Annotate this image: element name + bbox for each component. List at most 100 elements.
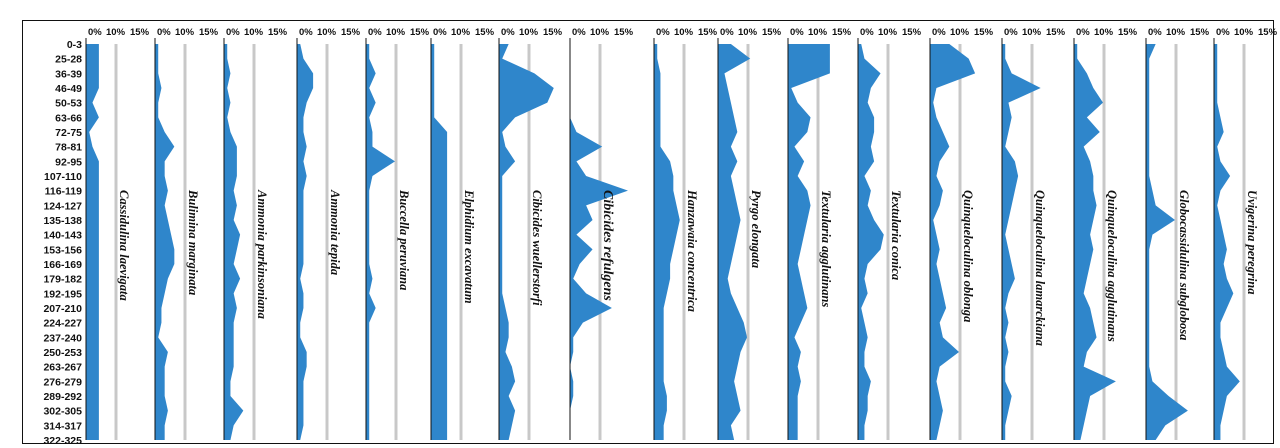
species-panel: 0% 10% 15% Elphidium excavatum [430, 27, 495, 440]
x-tick-label: 0% [860, 27, 874, 38]
abundance-area [570, 44, 628, 440]
x-tick-label: 15% [698, 27, 718, 38]
species-panel: 0% 10% 15% Textularia agglutinans [787, 27, 852, 440]
depth-label: 302-305 [43, 406, 82, 418]
x-tick-label: 15% [130, 27, 150, 38]
x-tick-label: 15% [974, 27, 994, 38]
x-tick-label: 15% [832, 27, 852, 38]
x-tick-label: 15% [1190, 27, 1210, 38]
x-tick-label: 15% [614, 27, 634, 38]
depth-label: 250-253 [43, 347, 82, 359]
species-label: Quinqueloculina oblonga [961, 190, 975, 322]
x-tick-label: 10% [317, 27, 337, 38]
x-tick-label: 0% [433, 27, 447, 38]
x-tick-label: 10% [1166, 27, 1186, 38]
abundance-area [366, 44, 395, 440]
x-tick-label: 10% [674, 27, 694, 38]
species-panel: 0% 10% 15% Cibicides wuellerstorfi [498, 27, 563, 440]
x-tick-label: 0% [157, 27, 171, 38]
abundance-area [155, 44, 175, 440]
x-tick-label: 15% [543, 27, 563, 38]
x-tick-label: 15% [475, 27, 495, 38]
x-tick-label: 0% [226, 27, 240, 38]
x-tick-label: 15% [268, 27, 288, 38]
x-tick-label: 15% [1118, 27, 1138, 38]
x-tick-label: 0% [501, 27, 515, 38]
abundance-area [1002, 44, 1041, 440]
x-tick-label: 10% [950, 27, 970, 38]
species-panel: 0% 10% 15% Pyrgo elongata [717, 27, 782, 440]
species-label: Textularia agglutinans [819, 190, 833, 307]
x-tick-label: 15% [1046, 27, 1066, 38]
x-tick-label: 10% [386, 27, 406, 38]
x-tick-label: 15% [199, 27, 219, 38]
depth-label: 314-317 [43, 420, 82, 432]
x-tick-label: 10% [738, 27, 758, 38]
x-tick-label: 15% [762, 27, 782, 38]
species-panel: 0% 10% 15% Quinqueloculina agglutinans [1073, 27, 1138, 440]
species-panel: 0% 10% 15% Ammonia tepida [296, 27, 361, 440]
x-tick-label: 10% [1094, 27, 1114, 38]
species-label: Bulimina marginata [186, 189, 200, 295]
x-tick-label: 10% [106, 27, 126, 38]
species-panel: 0% 10% 15% Bulimina marginata [154, 27, 219, 440]
depth-label: 224-227 [43, 318, 82, 330]
x-tick-label: 15% [341, 27, 361, 38]
species-panel: 0% 10% 15% Cibicides refulgens [569, 27, 634, 440]
x-tick-label: 0% [720, 27, 734, 38]
depth-label: 263-267 [43, 362, 82, 374]
x-tick-label: 10% [878, 27, 898, 38]
x-tick-label: 0% [368, 27, 382, 38]
species-label: Cibicides refulgens [600, 190, 615, 301]
depth-label: 135-138 [43, 215, 82, 227]
x-tick-label: 0% [1148, 27, 1162, 38]
species-label: Globocassidulina subglobosa [1177, 190, 1191, 340]
species-label: Elphidium excavatum [462, 189, 476, 304]
depth-label: 237-240 [43, 332, 82, 344]
abundance-area [431, 44, 448, 440]
x-tick-label: 10% [175, 27, 195, 38]
x-tick-label: 0% [1216, 27, 1230, 38]
abundance-area [654, 44, 680, 440]
species-label: Ammonia parkinsoniana [255, 189, 269, 319]
species-label: Cibicides wuellerstorfi [530, 190, 544, 306]
depth-label: 78-81 [55, 142, 82, 154]
x-tick-label: 15% [410, 27, 430, 38]
species-panel: 0% 10% 15% Quinqueloculina lamarckiana [1001, 27, 1066, 440]
depth-label: 36-39 [55, 68, 82, 80]
x-tick-label: 10% [808, 27, 828, 38]
species-panel: 0% 10% 15% Ammonia parkinsoniana [223, 27, 288, 440]
species-panel: 0% 10% 15% Buccella peruviana [365, 27, 430, 440]
abundance-area [788, 44, 830, 440]
depth-label: 0-3 [67, 39, 82, 51]
species-panel: 0% 10% 15% Globocassidulina subglobosa [1145, 27, 1210, 440]
species-label: Hanzawaia concentrica [685, 189, 699, 312]
depth-label: 289-292 [43, 391, 82, 403]
species-label: Uvigerina peregrina [1245, 190, 1259, 295]
depth-label: 25-28 [55, 54, 82, 66]
depth-label: 92-95 [55, 156, 82, 168]
abundance-area [930, 44, 976, 440]
x-tick-label: 10% [1234, 27, 1254, 38]
abundance-area [1214, 44, 1240, 440]
x-tick-label: 10% [244, 27, 264, 38]
x-tick-label: 0% [299, 27, 313, 38]
species-label: Buccella peruviana [397, 189, 411, 290]
x-tick-label: 10% [590, 27, 610, 38]
x-tick-label: 10% [451, 27, 471, 38]
species-label: Textularia conica [889, 190, 903, 280]
depth-label: 207-210 [43, 303, 82, 315]
depth-label: 140-143 [43, 230, 82, 242]
species-panel: 0% 10% 15% Quinqueloculina oblonga [929, 27, 994, 440]
depth-label: 63-66 [55, 112, 82, 124]
species-panel: 0% 10% 15% Cassidulina laevigata [85, 27, 150, 440]
x-tick-label: 0% [1076, 27, 1090, 38]
depth-label: 192-195 [43, 288, 82, 300]
x-tick-label: 0% [572, 27, 586, 38]
species-panel: 0% 10% 15% Uvigerina peregrina [1213, 27, 1278, 440]
species-panels: 0% 10% 15% Cassidulina laevigata 0% 10% 15% Bul… [85, 27, 1278, 440]
depth-label: 322-325 [43, 435, 82, 447]
x-tick-label: 0% [932, 27, 946, 38]
x-tick-label: 0% [88, 27, 102, 38]
